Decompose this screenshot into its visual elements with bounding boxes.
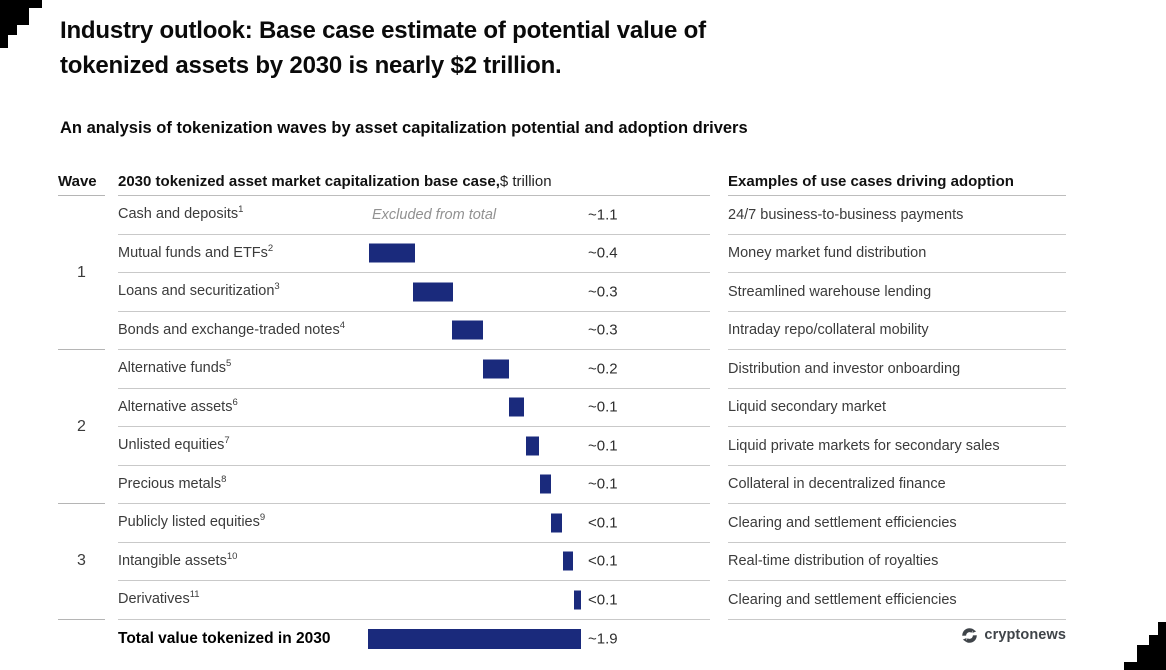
wave-group-3: 3 — [58, 504, 105, 620]
total-bar — [368, 629, 581, 649]
corner-stair-decoration-bottom-right — [1124, 622, 1166, 670]
waterfall-bar — [563, 551, 573, 571]
asset-label: Alternative funds — [118, 360, 227, 377]
asset-label: Loans and securitization — [118, 283, 275, 300]
asset-row-precious-metals: Precious metals8 ~0.1 — [118, 466, 710, 504]
waterfall-bar — [526, 436, 539, 456]
cap-header-unit: $ trillion — [499, 173, 552, 190]
use-case-row: Clearing and settlement efficiencies — [728, 504, 1066, 543]
branding: cryptonews — [728, 620, 1066, 659]
asset-label: Alternative assets — [118, 398, 233, 415]
footnote-marker: 9 — [259, 512, 266, 524]
page-subtitle: An analysis of tokenization waves by ass… — [60, 119, 748, 137]
asset-value: <0.1 — [588, 591, 618, 609]
use-case-row: Money market fund distribution — [728, 235, 1066, 273]
footnote-marker: 7 — [224, 435, 230, 447]
corner-stair-decoration-top-left — [0, 0, 42, 48]
asset-value: <0.1 — [588, 514, 618, 532]
asset-value: ~0.2 — [588, 360, 618, 378]
use-case-row: Liquid secondary market — [728, 389, 1066, 427]
waterfall-bar — [413, 282, 453, 302]
column-header-use-cases: Examples of use cases driving adoption — [728, 172, 1066, 196]
asset-value: ~0.1 — [588, 475, 618, 493]
use-case-row: Streamlined warehouse lending — [728, 273, 1066, 312]
use-case-row: Real-time distribution of royalties — [728, 543, 1066, 581]
title-line-1: Industry outlook: Base case estimate of … — [60, 17, 706, 44]
waterfall-bar — [574, 590, 581, 610]
use-case-row: Collateral in decentralized finance — [728, 466, 1066, 504]
use-case-row: 24/7 business-to-business payments — [728, 196, 1066, 235]
footnote-marker: 2 — [267, 242, 274, 254]
asset-label: Derivatives — [118, 591, 190, 608]
asset-row-unlisted-equities: Unlisted equities7 ~0.1 — [118, 427, 710, 466]
use-case-row: Liquid private markets for secondary sal… — [728, 427, 1066, 466]
wave-group-1: 1 — [58, 196, 105, 350]
asset-value: ~0.1 — [588, 398, 618, 416]
footnote-marker: 10 — [226, 550, 238, 562]
asset-label: Mutual funds and ETFs — [118, 244, 268, 261]
cryptonews-logo-text: cryptonews — [984, 627, 1066, 643]
tokenization-table: Wave 2030 tokenized asset market capital… — [58, 172, 1066, 659]
asset-label: Unlisted equities — [118, 437, 225, 454]
page-title: Industry outlook: Base case estimate of … — [60, 13, 706, 83]
asset-row-loans-securitization: Loans and securitization3 ~0.3 — [118, 273, 710, 312]
total-value: ~1.9 — [588, 630, 618, 648]
wave-group-2: 2 — [58, 350, 105, 504]
waterfall-bar — [483, 359, 509, 379]
asset-row-mutual-funds-etfs: Mutual funds and ETFs2 ~0.4 — [118, 235, 710, 273]
asset-row-bonds-etn: Bonds and exchange-traded notes4 ~0.3 — [118, 312, 710, 350]
waterfall-bar — [540, 474, 551, 494]
asset-label: Precious metals — [118, 475, 222, 492]
asset-label: Publicly listed equities — [118, 514, 260, 531]
waterfall-bar — [369, 243, 415, 263]
column-header-capitalization: 2030 tokenized asset market capitalizati… — [118, 172, 710, 196]
footnote-marker: 5 — [226, 358, 232, 370]
asset-row-alternative-funds: Alternative funds5 ~0.2 — [118, 350, 710, 389]
asset-row-publicly-listed-equities: Publicly listed equities9 <0.1 — [118, 504, 710, 543]
asset-value: ~0.4 — [588, 244, 618, 262]
asset-row-alternative-assets: Alternative assets6 ~0.1 — [118, 389, 710, 427]
excluded-note: Excluded from total — [372, 206, 497, 223]
asset-value: ~1.1 — [588, 206, 618, 224]
asset-label: Bonds and exchange-traded notes — [118, 321, 340, 338]
asset-value: ~0.3 — [588, 321, 618, 339]
asset-row-derivatives: Derivatives11 <0.1 — [118, 581, 710, 620]
footnote-marker: 8 — [221, 473, 227, 485]
footnote-marker: 11 — [189, 589, 200, 601]
footnote-marker: 6 — [232, 396, 238, 408]
waterfall-bar — [551, 513, 562, 533]
column-header-wave: Wave — [58, 172, 105, 196]
asset-label: Intangible assets — [118, 552, 227, 569]
footnote-marker: 1 — [238, 204, 244, 216]
asset-row-intangible-assets: Intangible assets10 <0.1 — [118, 543, 710, 581]
use-case-row: Clearing and settlement efficiencies — [728, 581, 1066, 620]
cryptonews-logo-icon — [962, 627, 978, 643]
use-case-row: Intraday repo/collateral mobility — [728, 312, 1066, 350]
waterfall-bar — [452, 320, 483, 340]
waterfall-bar — [509, 397, 524, 417]
asset-value: ~0.1 — [588, 437, 618, 455]
asset-value: <0.1 — [588, 552, 618, 570]
asset-value: ~0.3 — [588, 283, 618, 301]
cap-header-bold: 2030 tokenized asset market capitalizati… — [118, 173, 500, 190]
asset-label: Cash and deposits — [118, 206, 239, 223]
title-line-2: tokenized assets by 2030 is nearly $2 tr… — [60, 52, 562, 79]
use-case-row: Distribution and investor onboarding — [728, 350, 1066, 389]
footnote-marker: 3 — [274, 281, 280, 293]
footnote-marker: 4 — [339, 319, 345, 331]
asset-row-cash-and-deposits: Cash and deposits1 Excluded from total ~… — [118, 196, 710, 235]
total-row: Total value tokenized in 2030 ~1.9 — [118, 620, 710, 659]
total-label: Total value tokenized in 2030 — [118, 630, 331, 647]
